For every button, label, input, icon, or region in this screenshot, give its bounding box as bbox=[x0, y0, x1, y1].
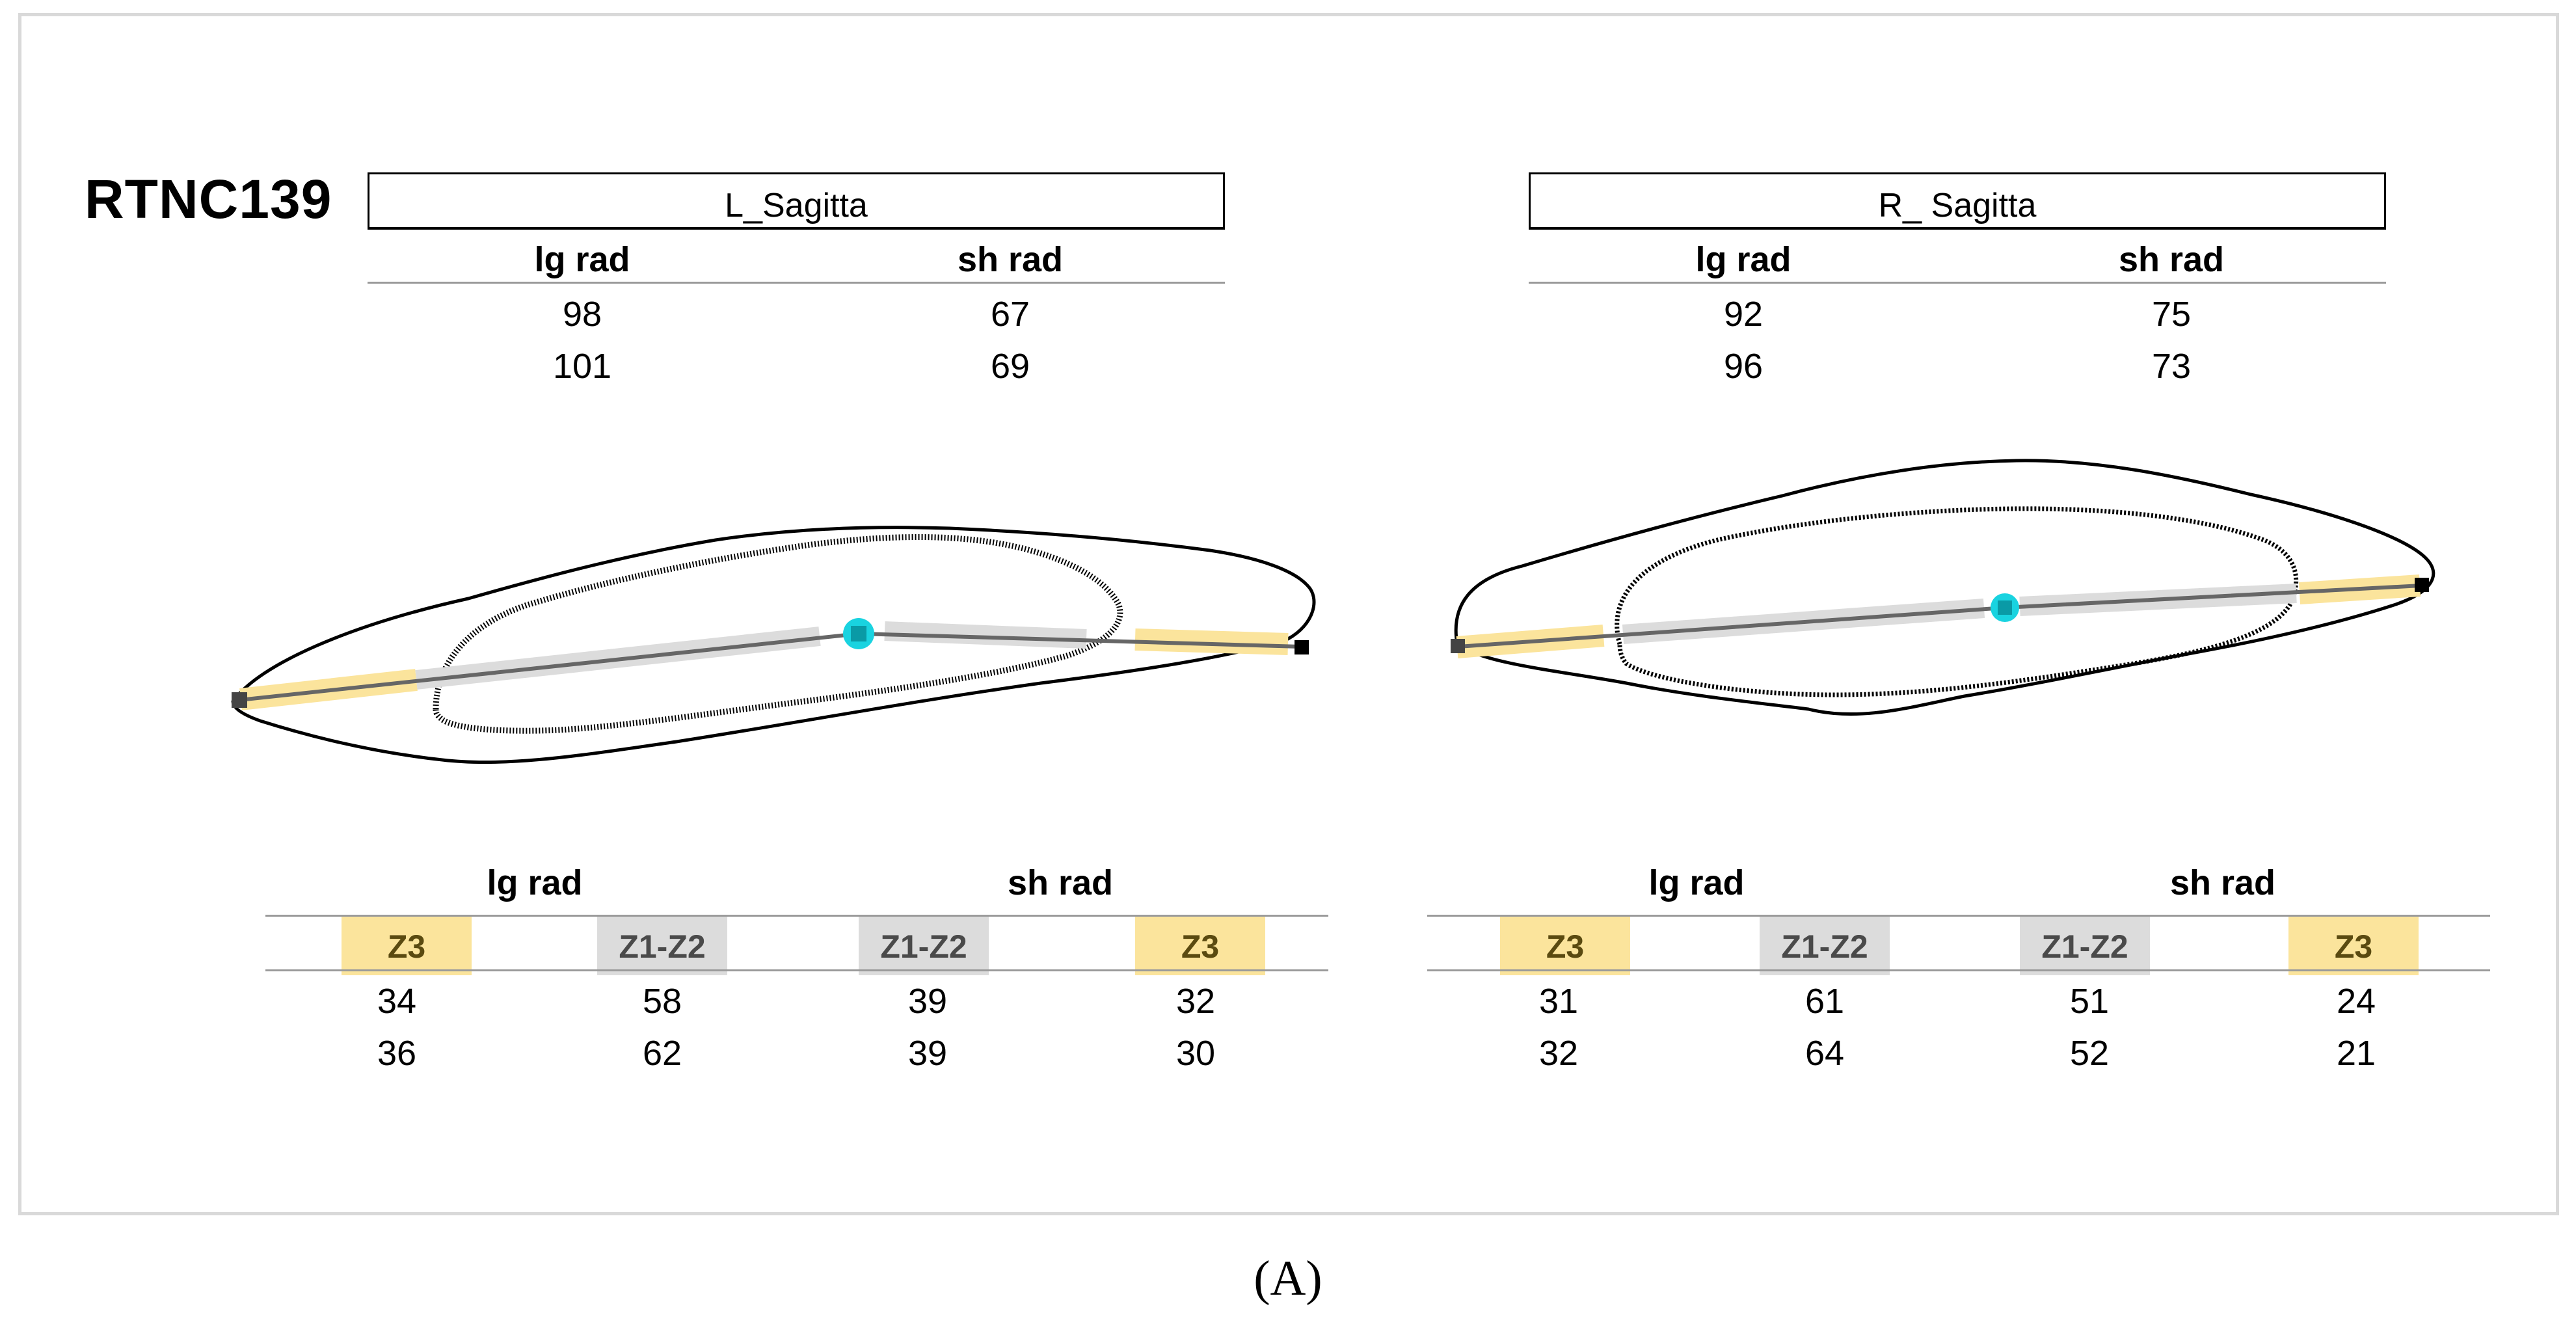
right-zone-z1z2-sh: Z1-Z2 bbox=[2020, 917, 2150, 975]
right-endpoint-anterior bbox=[1451, 639, 1465, 653]
left-top-header-lg: lg rad bbox=[534, 240, 630, 279]
left-bottom-header-sh: sh rad bbox=[1007, 863, 1114, 902]
right-top-header-lg: lg rad bbox=[1695, 240, 1791, 279]
specimen-id: RTNC139 bbox=[85, 169, 332, 230]
right-zone-z3-sh: Z3 bbox=[2288, 917, 2419, 975]
figure-caption: (A) bbox=[1254, 1251, 1322, 1306]
left-zone-z3-sh: Z3 bbox=[1135, 917, 1265, 975]
right-bottom-header-lg: lg rad bbox=[1648, 863, 1745, 902]
left-inner-contour bbox=[433, 534, 1123, 734]
right-endpoint-posterior bbox=[2415, 578, 2429, 592]
left-bottom-divider-top bbox=[265, 915, 1328, 917]
left-z3-band-right bbox=[1134, 628, 1289, 655]
left-sagitta-otolith bbox=[231, 526, 1316, 764]
left-bottom-r1-c2: 58 bbox=[642, 982, 682, 1021]
right-sagitta-title: R_ Sagitta bbox=[1529, 172, 2386, 230]
left-zone-z3-lg: Z3 bbox=[342, 917, 472, 975]
right-bottom-r1-c4: 24 bbox=[2336, 982, 2376, 1021]
figure-frame bbox=[18, 13, 2559, 1215]
right-top-r2-sh: 73 bbox=[2151, 347, 2192, 386]
right-bottom-header-sh: sh rad bbox=[2169, 863, 2276, 902]
left-bottom-header-lg: lg rad bbox=[487, 863, 583, 902]
left-zone-z1z2-lg: Z1-Z2 bbox=[597, 917, 727, 975]
left-bottom-divider-mid bbox=[265, 969, 1328, 971]
right-bottom-divider-top bbox=[1427, 915, 2490, 917]
left-top-divider bbox=[368, 282, 1225, 284]
left-bottom-r2-c3: 39 bbox=[907, 1034, 948, 1073]
right-bottom-r1-c3: 51 bbox=[2069, 982, 2110, 1021]
left-bottom-r1-c1: 34 bbox=[377, 982, 417, 1021]
right-top-r1-lg: 92 bbox=[1723, 295, 1764, 334]
right-top-r2-lg: 96 bbox=[1723, 347, 1764, 386]
right-zone-z1z2-lg: Z1-Z2 bbox=[1760, 917, 1890, 975]
right-bottom-divider-mid bbox=[1427, 969, 2490, 971]
right-bottom-r1-c1: 31 bbox=[1538, 982, 1579, 1021]
right-sagitta-otolith bbox=[1451, 459, 2435, 716]
right-bottom-r1-c2: 61 bbox=[1805, 982, 1845, 1021]
left-top-r2-lg: 101 bbox=[552, 347, 612, 386]
left-top-r1-sh: 67 bbox=[990, 295, 1030, 334]
left-top-r1-lg: 98 bbox=[562, 295, 602, 334]
right-top-divider bbox=[1529, 282, 2386, 284]
left-top-header-sh: sh rad bbox=[957, 240, 1064, 279]
right-top-header-sh: sh rad bbox=[2118, 240, 2225, 279]
right-bottom-r2-c2: 64 bbox=[1805, 1034, 1845, 1073]
left-focus-core bbox=[851, 626, 866, 641]
right-top-r1-sh: 75 bbox=[2151, 295, 2192, 334]
left-zone-z1z2-sh: Z1-Z2 bbox=[859, 917, 989, 975]
right-bottom-r2-c4: 21 bbox=[2336, 1034, 2376, 1073]
left-outer-contour bbox=[231, 526, 1316, 764]
right-outer-contour bbox=[1454, 459, 2435, 716]
left-bottom-r1-c4: 32 bbox=[1175, 982, 1216, 1021]
left-endpoint-posterior bbox=[1295, 640, 1309, 654]
right-bottom-r2-c3: 52 bbox=[2069, 1034, 2110, 1073]
left-endpoint-anterior bbox=[232, 692, 247, 708]
left-bottom-r2-c4: 30 bbox=[1175, 1034, 1216, 1073]
right-bottom-r2-c1: 32 bbox=[1538, 1034, 1579, 1073]
right-inner-contour bbox=[1615, 506, 2299, 697]
left-top-r2-sh: 69 bbox=[990, 347, 1030, 386]
left-sagitta-title: L_Sagitta bbox=[368, 172, 1225, 230]
right-focus-core bbox=[1998, 600, 2012, 615]
right-zone-z3-lg: Z3 bbox=[1500, 917, 1630, 975]
left-bottom-r1-c3: 39 bbox=[907, 982, 948, 1021]
left-bottom-r2-c1: 36 bbox=[377, 1034, 417, 1073]
left-bottom-r2-c2: 62 bbox=[642, 1034, 682, 1073]
